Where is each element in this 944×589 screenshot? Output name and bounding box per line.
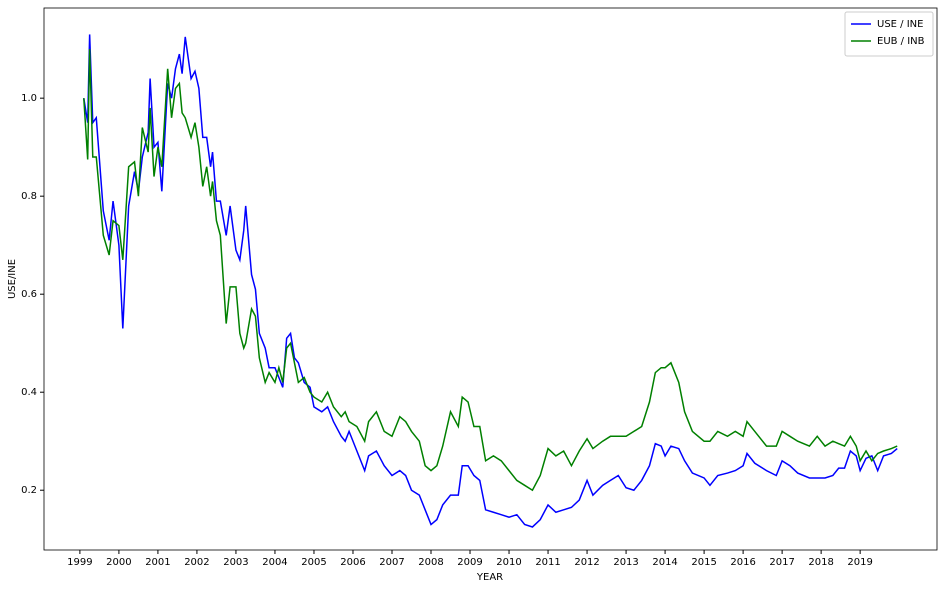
x-tick-label: 2014 xyxy=(652,557,677,568)
plot-frame xyxy=(43,7,938,551)
x-tick-label: 2009 xyxy=(457,557,482,568)
x-axis-label: YEAR xyxy=(476,572,503,583)
legend-label: EUB / INB xyxy=(877,36,925,47)
x-tick-label: 2007 xyxy=(379,557,404,568)
x-tick-label: 2012 xyxy=(574,557,599,568)
y-tick-label: 0.8 xyxy=(21,191,37,202)
x-tick-label: 2003 xyxy=(223,557,248,568)
x-tick-label: 2004 xyxy=(262,557,287,568)
x-tick-label: 2008 xyxy=(418,557,443,568)
x-tick-label: 2019 xyxy=(847,557,872,568)
x-tick-label: 2010 xyxy=(496,557,521,568)
x-tick-label: 2016 xyxy=(730,557,755,568)
x-tick-label: 2001 xyxy=(145,557,170,568)
series-line xyxy=(83,49,898,492)
series-line xyxy=(83,34,898,528)
x-tick-label: 2015 xyxy=(691,557,716,568)
x-tick-label: 2011 xyxy=(535,557,560,568)
x-tick-label: 2000 xyxy=(106,557,131,568)
x-tick-label: 2018 xyxy=(808,557,833,568)
y-tick-label: 0.4 xyxy=(21,387,37,398)
x-tick-label: 2002 xyxy=(184,557,209,568)
y-tick-label: 1.0 xyxy=(21,93,37,104)
x-tick-label: 2017 xyxy=(769,557,794,568)
legend-label: USE / INE xyxy=(877,19,923,30)
x-tick-label: 2013 xyxy=(613,557,638,568)
x-tick-label: 2005 xyxy=(301,557,326,568)
x-tick-label: 1999 xyxy=(67,557,92,568)
y-tick-label: 0.2 xyxy=(21,485,37,496)
x-tick-label: 2006 xyxy=(340,557,365,568)
y-tick-label: 0.6 xyxy=(21,289,37,300)
y-axis-label: USE/INE xyxy=(7,259,18,299)
legend-box xyxy=(844,11,934,57)
